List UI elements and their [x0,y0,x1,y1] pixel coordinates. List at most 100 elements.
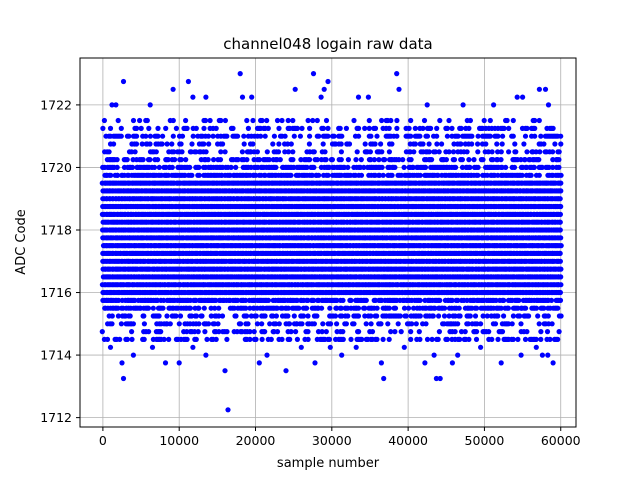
data-point [239,149,245,155]
data-point [311,164,317,170]
data-point [177,313,184,319]
data-point [411,149,417,155]
data-point [132,297,138,303]
data-point [392,164,398,170]
data-point [379,149,385,155]
data-point [412,125,418,131]
data-point [429,336,435,342]
data-point [245,125,251,131]
data-point [334,321,340,327]
data-point [305,329,311,335]
data-point [406,305,412,311]
data-point [413,321,419,327]
data-point [210,133,216,139]
data-point [144,117,150,124]
data-point [161,336,167,342]
data-point [274,329,281,335]
data-point [129,164,136,170]
data-point [187,305,193,311]
data-point [212,305,218,311]
data-point [244,313,250,319]
data-point [417,336,423,342]
data-point [99,329,105,335]
data-point [170,133,176,139]
data-point [262,313,268,319]
data-point [245,321,251,327]
data-point [294,125,300,131]
data-point [244,157,250,163]
data-point [132,149,138,155]
data-point [455,133,461,139]
data-point [297,133,303,139]
data-point [338,157,344,163]
data-point [160,133,166,139]
data-point [111,141,117,147]
data-point [291,133,297,139]
data-point [211,157,217,163]
data-point [178,141,184,147]
data-point [116,297,122,303]
data-point [409,321,415,327]
data-point [397,313,403,319]
data-point [428,125,434,131]
data-point [421,117,428,124]
data-point [374,313,380,319]
data-point [147,157,153,163]
data-point [408,329,414,335]
data-point [310,117,316,124]
data-point [437,297,443,303]
data-point [380,172,386,178]
data-point [285,117,291,124]
data-point [394,117,400,124]
data-point [449,125,455,131]
data-point [222,149,228,155]
data-point [201,305,207,311]
data-point [366,125,372,131]
data-point [307,125,313,131]
data-point [241,141,247,147]
data-point [274,117,281,124]
data-point [307,157,313,163]
data-point [224,133,230,139]
data-point [338,141,344,147]
data-point [436,329,442,335]
data-point [346,141,353,147]
data-point [355,313,362,319]
data-point [412,141,418,147]
data-point [435,336,441,342]
data-point [183,117,189,124]
data-point [416,329,422,335]
data-point [307,133,313,139]
data-point [338,149,344,155]
data-point [444,336,450,342]
data-point [218,117,224,124]
data-point [146,125,152,131]
data-point [130,321,136,327]
data-point [176,321,182,327]
data-point [323,329,329,335]
data-point [220,141,226,147]
data-point [331,133,337,139]
data-point [424,336,431,342]
data-point [362,141,368,147]
data-point [371,157,377,163]
data-point [290,157,296,163]
data-point [206,141,212,147]
data-point [306,141,312,147]
data-point [167,321,173,327]
data-point [271,133,277,139]
data-point [166,336,172,342]
data-point [320,125,326,131]
data-point [139,141,145,147]
data-point [408,133,414,139]
data-point [320,321,326,327]
data-point [173,313,179,319]
data-point [259,117,265,124]
data-point [408,157,414,163]
data-point [104,336,111,342]
data-point [216,329,222,335]
data-point [282,133,288,139]
data-point [161,297,167,303]
data-point [265,297,272,303]
data-point [147,141,153,147]
